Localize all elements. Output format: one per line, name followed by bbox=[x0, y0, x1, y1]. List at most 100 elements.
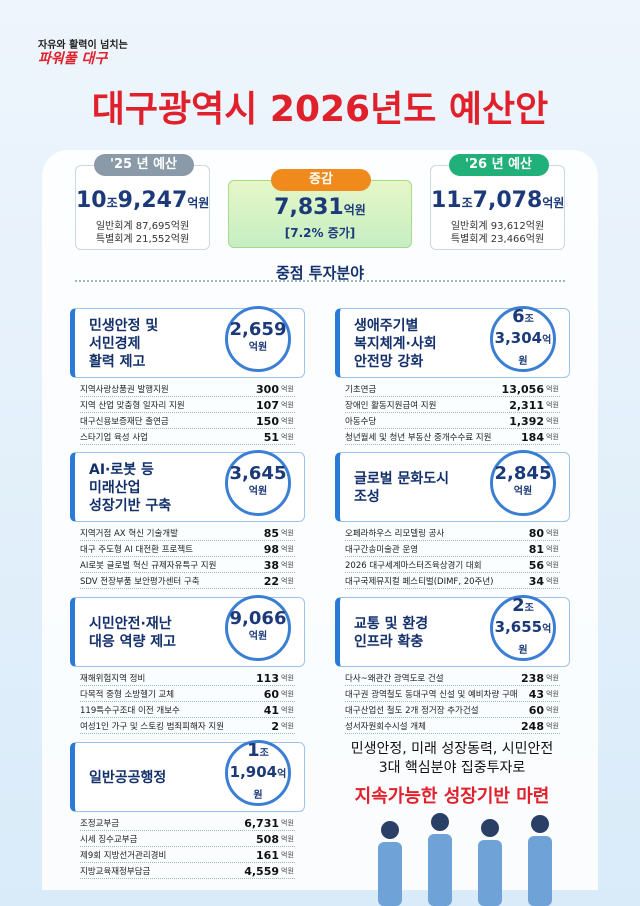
section-title-line: 활력 제고 bbox=[89, 354, 146, 370]
section-title-line: 글로벌 문화도시 bbox=[354, 471, 450, 487]
number: 10 bbox=[76, 188, 107, 213]
item-unit: 억원 bbox=[281, 819, 294, 827]
total-line: 1조 bbox=[228, 741, 288, 763]
item-name: 성서자원회수시설 개체 bbox=[345, 722, 426, 732]
item-row: AI로봇 글로벌 혁신 규제자유특구 지원 38 억원 bbox=[80, 558, 295, 573]
total-unit: 억원 bbox=[513, 486, 533, 497]
section-title: AI·로봇 등 미래산업 성장기반 구축 bbox=[89, 461, 171, 515]
item-row: 재해위험지역 정비 113 억원 bbox=[80, 671, 295, 686]
item-amount: 248 bbox=[521, 719, 544, 733]
section-card: 글로벌 문화도시 조성 2,845 억원 bbox=[335, 450, 570, 522]
item-amount: 6,731 bbox=[244, 816, 279, 830]
item-amount: 107 bbox=[256, 398, 279, 412]
item-amount: 300 bbox=[256, 382, 279, 396]
message: 민생안정, 미래 성장동력, 시민안전 3대 핵심분야 집중투자로 지속가능한 … bbox=[322, 740, 582, 808]
item-amount: 38 bbox=[263, 558, 279, 572]
item-unit: 억원 bbox=[281, 835, 294, 843]
section-title-line: 안전망 강화 bbox=[354, 354, 424, 370]
unit: 조 bbox=[106, 196, 118, 210]
message-line: 민생안정, 미래 성장동력, 시민안전 bbox=[350, 741, 554, 757]
item-amount: 81 bbox=[528, 542, 544, 556]
item-amount: 56 bbox=[528, 558, 544, 572]
section-title-line: 미래산업 bbox=[89, 480, 141, 496]
total-number: 2,845 bbox=[494, 463, 552, 484]
total-unit: 억원 bbox=[518, 334, 552, 367]
item-row: 대구권 광역철도 동대구역 신설 및 예비차량 구매 43 억원 bbox=[345, 687, 560, 702]
item-name: 시세 징수교부금 bbox=[80, 835, 138, 845]
item-amount: 184 bbox=[521, 430, 544, 444]
item-amount: 1,392 bbox=[509, 414, 544, 428]
item-name: 2026 대구세계마스터즈육상경기 대회 bbox=[345, 561, 482, 571]
item-row: 119특수구조대 이전 개보수 41 억원 bbox=[80, 703, 295, 718]
item-name: 조정교부금 bbox=[80, 819, 120, 829]
item-row: 다목적 중형 소방헬기 교체 60 억원 bbox=[80, 687, 295, 702]
item-name: 지역거점 AX 혁신 기술개발 bbox=[80, 529, 178, 539]
item-name: 대구권 광역철도 동대구역 신설 및 예비차량 구매 bbox=[345, 690, 518, 700]
number: 9,247 bbox=[117, 188, 188, 213]
item-amount: 60 bbox=[528, 703, 544, 717]
section-title-line: 복지체계·사회 bbox=[354, 336, 437, 352]
section-total: 2,659 억원 bbox=[225, 306, 291, 372]
item-amount: 80 bbox=[528, 526, 544, 540]
number: 11 bbox=[431, 188, 462, 213]
section-title-line: 서민경제 bbox=[89, 336, 141, 352]
summary-box: '25 년 예산 10조9,247억원 일반회계 87,695억원 특별회계 21,5… bbox=[75, 154, 210, 250]
total-unit: 조 bbox=[259, 747, 269, 759]
total-number: 3,645 bbox=[229, 463, 287, 484]
item-row: 성서자원회수시설 개체 248 억원 bbox=[345, 719, 560, 734]
section-total: 2,845 억원 bbox=[490, 450, 556, 516]
item-name: 대구국제뮤지컬 페스티벌(DIMF, 20주년) bbox=[345, 577, 494, 587]
item-name: 장애인 활동지원급여 지원 bbox=[345, 401, 437, 411]
item-name: 대구산업선 철도 2개 정거장 추가건설 bbox=[345, 706, 479, 716]
section-title-line: 인프라 확충 bbox=[354, 634, 424, 650]
total-number: 2,659 bbox=[229, 319, 287, 340]
item-name: 제9회 지방선거관리경비 bbox=[80, 851, 167, 861]
total-line: 2조 bbox=[493, 596, 553, 618]
total-unit: 억원 bbox=[253, 768, 287, 801]
item-amount: 2 bbox=[271, 719, 279, 733]
section-card: 시민안전·재난 대응 역량 제고 9,066 억원 bbox=[70, 595, 305, 667]
item-amount: 2,311 bbox=[509, 398, 544, 412]
item-row: 제9회 지방선거관리경비 161 억원 bbox=[80, 848, 295, 863]
summary-box: '26 년 예산 11조7,078억원 일반회계 93,612억원 특별회계 23,4… bbox=[430, 154, 565, 250]
summary-general: 일반회계 93,612억원 bbox=[450, 221, 545, 232]
item-amount: 22 bbox=[263, 574, 279, 588]
total-unit: 억원 bbox=[248, 342, 268, 353]
item-name: 대구신용보증재단 출연금 bbox=[80, 417, 169, 427]
number: 7,831 bbox=[274, 195, 344, 220]
summary-rate: [7.2% 증가] bbox=[284, 226, 356, 240]
summary-box: 증감 7,831억원 [7.2% 증가] bbox=[228, 169, 412, 248]
section-total: 2조 3,655억원 bbox=[490, 595, 556, 661]
item-name: 기초연금 bbox=[345, 385, 377, 395]
item-unit: 억원 bbox=[546, 577, 559, 585]
section-card: 교통 및 환경 인프라 확충 2조 3,655억원 bbox=[335, 595, 570, 667]
summary-amount: 10조9,247억원 bbox=[76, 188, 209, 213]
item-row: 시세 징수교부금 508 억원 bbox=[80, 832, 295, 847]
total-number: 9,066 bbox=[229, 608, 287, 629]
slogan-main: 파워풀 대구 bbox=[38, 51, 108, 67]
item-unit: 억원 bbox=[546, 674, 559, 682]
section-title-line: 성장기반 구축 bbox=[89, 498, 172, 514]
item-row: 조정교부금 6,731 억원 bbox=[80, 816, 295, 831]
item-unit: 억원 bbox=[281, 722, 294, 730]
item-amount: 41 bbox=[263, 703, 279, 717]
total-line: 6조 bbox=[493, 305, 553, 329]
item-amount: 13,056 bbox=[501, 382, 544, 396]
total-line: 1,904억원 bbox=[228, 763, 288, 805]
section-title-line: 생애주기별 bbox=[354, 318, 419, 334]
item-row: 다사~왜관간 광역도로 건설 238 억원 bbox=[345, 671, 560, 686]
item-unit: 억원 bbox=[281, 401, 294, 409]
item-amount: 34 bbox=[528, 574, 544, 588]
section-total: 9,066 억원 bbox=[225, 595, 291, 661]
summary-label: '25 년 예산 bbox=[93, 154, 194, 176]
total-unit: 억원 bbox=[248, 486, 268, 497]
item-amount: 98 bbox=[263, 542, 279, 556]
item-name: 스타기업 육성 사업 bbox=[80, 433, 148, 443]
section-card: 생애주기별 복지체계·사회 안전망 강화 6조 3,304억원 bbox=[335, 305, 570, 378]
item-name: 지역 산업 맞춤형 일자리 지원 bbox=[80, 401, 185, 411]
total-unit: 조 bbox=[524, 313, 534, 325]
item-row: 아동수당 1,392 억원 bbox=[345, 414, 560, 429]
unit: 조 bbox=[461, 196, 473, 210]
total-number: 6 bbox=[512, 305, 525, 327]
